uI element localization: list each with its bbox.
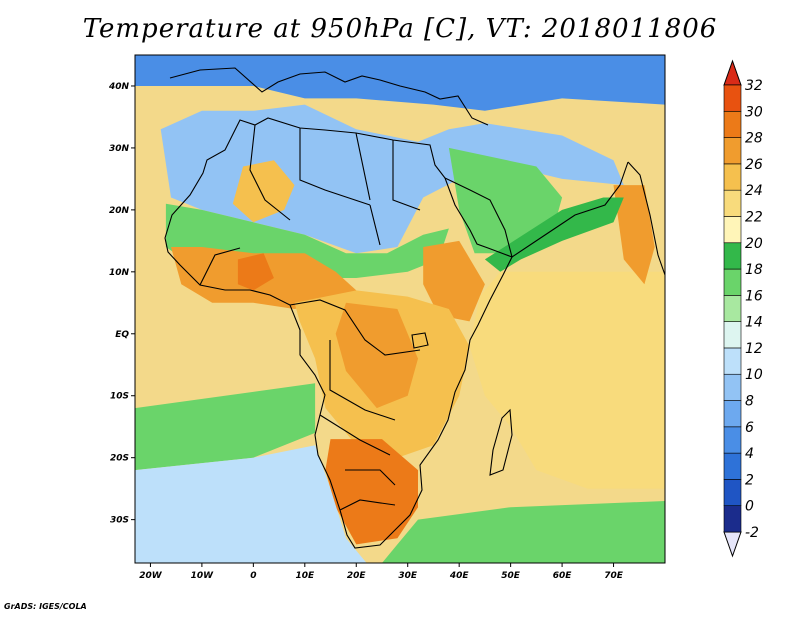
- lon-tick-label: 50E: [501, 571, 521, 581]
- colorbar-tick-label: 32: [745, 78, 763, 94]
- lat-tick-label: 20N: [109, 206, 130, 216]
- grads-credit: GrADS: IGES/COLA: [4, 602, 87, 611]
- colorbar-tick-label: 24: [745, 183, 763, 199]
- lon-tick-label: 10E: [295, 571, 315, 581]
- lat-tick-label: 10S: [110, 392, 129, 402]
- colorbar-tick-label: 22: [745, 209, 763, 225]
- lon-tick-label: 20W: [139, 571, 163, 581]
- colorbar-segment: [723, 84, 742, 112]
- region-southern-indian-green: [382, 501, 665, 563]
- map-title: Temperature at 950hPa [C], VT: 201801180…: [82, 14, 718, 44]
- region-arabian-sea-green: [484, 197, 624, 272]
- lat-tick-label: 40N: [108, 82, 130, 92]
- colorbar-tick-label: 10: [745, 367, 763, 383]
- colorbar-segment: [723, 268, 742, 296]
- colorbar-segment: [723, 110, 742, 138]
- africa-coastline: [164, 117, 513, 549]
- temperature-field: [135, 55, 665, 563]
- colorbar-segment: [723, 479, 742, 507]
- lon-tick-label: 40E: [449, 571, 470, 581]
- colorbar-segment: [723, 163, 742, 191]
- colorbar-tick-label: 28: [745, 131, 763, 147]
- region-nigeria-hot: [237, 253, 274, 291]
- india-coastline: [627, 161, 665, 276]
- map-frame: [134, 54, 666, 564]
- lon-tick-label: 0: [250, 571, 256, 581]
- madagascar-outline: [489, 408, 513, 476]
- colorbar-tick-label: 0: [745, 499, 754, 515]
- colorbar-tick-label: -2: [745, 525, 759, 541]
- lon-tick-label: 10W: [191, 571, 215, 581]
- region-west-sahara-warm: [232, 160, 295, 223]
- region-south-atlantic-cool: [135, 445, 367, 563]
- axis-ticks: 20W 10W 0 10E 20E 30E 40E 50E 60E 70E 40N 30N 20N 10N…: [108, 82, 624, 581]
- region-india-hot: [613, 185, 655, 285]
- region-indian-ocean-warm: [469, 271, 665, 489]
- colorbar-segment: [723, 373, 742, 401]
- colorbar-tick-label: 12: [745, 341, 763, 357]
- lat-tick-label: 10N: [109, 268, 130, 278]
- colorbar-segment: [723, 400, 742, 428]
- colorbar-segment: [723, 426, 742, 454]
- lon-tick-label: 70E: [604, 571, 624, 581]
- colorbar-tick-label: 20: [745, 236, 763, 252]
- colorbar-under-triangle: [723, 531, 742, 558]
- lat-tick-label: EQ: [115, 330, 129, 340]
- region-atlantic-green-band: [135, 383, 316, 471]
- region-north-africa-mild: [160, 104, 624, 254]
- colorbar-segment: [723, 505, 742, 533]
- colorbar-segment: [723, 189, 742, 217]
- colorbar-tick-label: 6: [745, 420, 754, 436]
- lon-tick-label: 60E: [553, 571, 573, 581]
- europe-coastline: [169, 67, 489, 126]
- lat-tick-label: 30S: [110, 516, 129, 526]
- colorbar-segment: [723, 321, 742, 349]
- lon-tick-label: 30E: [398, 571, 418, 581]
- colorbar-segment: [723, 452, 742, 480]
- colorbar-tick-label: 18: [745, 262, 763, 278]
- region-arabia-green: [448, 147, 563, 254]
- colorbar-tick-label: 2: [745, 472, 754, 488]
- colorbar-segment: [723, 295, 742, 322]
- region-congo-hot: [335, 302, 418, 409]
- lat-tick-label: 20S: [110, 454, 129, 464]
- coastlines: [164, 67, 665, 549]
- borders: [199, 124, 421, 511]
- colorbar-tick-label: 14: [745, 315, 763, 331]
- colorbar-segment: [723, 242, 742, 270]
- lon-tick-label: 20E: [347, 571, 367, 581]
- lat-tick-label: 30N: [109, 144, 130, 154]
- colorbar-tick-label: 30: [745, 104, 763, 120]
- colorbar-over-triangle: [723, 59, 742, 86]
- colorbar-tick-label: 4: [745, 446, 754, 462]
- colorbar-segment: [723, 137, 742, 165]
- colorbar-tick-label: 26: [745, 157, 763, 173]
- lake-victoria: [411, 332, 429, 349]
- colorbar-tick-label: 8: [745, 394, 754, 410]
- region-europe-cold: [135, 55, 665, 111]
- arabia-coastline: [444, 161, 629, 258]
- region-kalahari-hot: [325, 439, 418, 545]
- map-plot-area: [135, 55, 665, 563]
- colorbar-segment: [723, 216, 742, 244]
- region-ethiopia-hot: [423, 240, 485, 322]
- colorbar-segment: [723, 347, 742, 375]
- colorbar-tick-label: 16: [745, 288, 763, 304]
